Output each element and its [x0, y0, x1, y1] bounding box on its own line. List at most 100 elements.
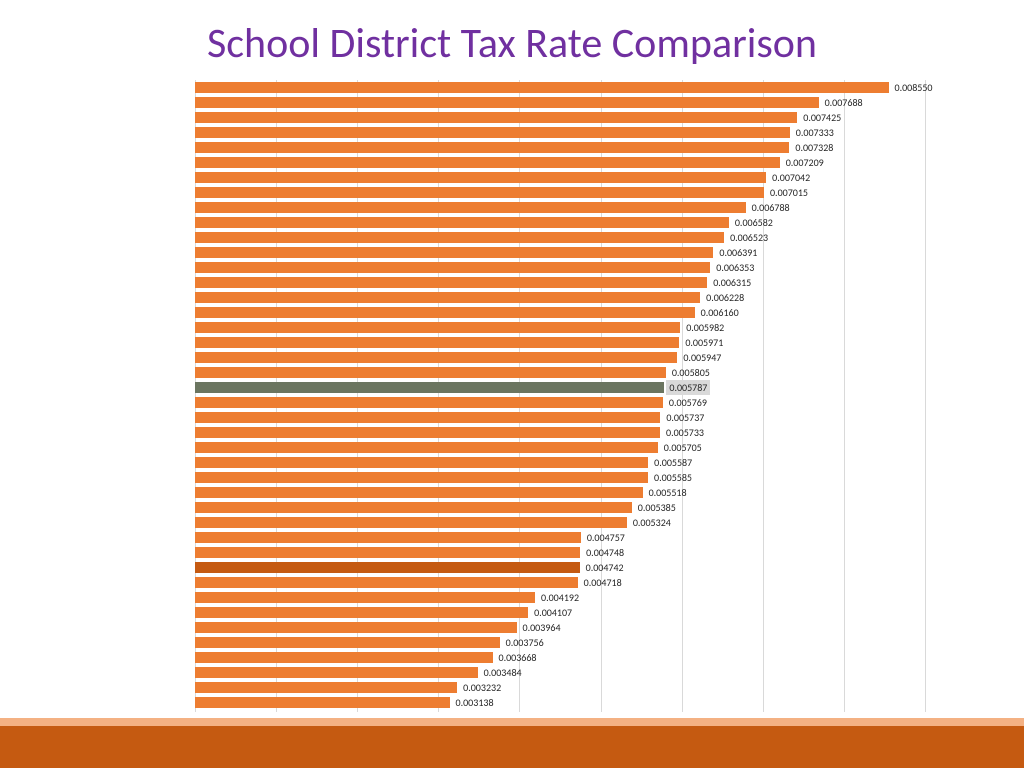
bar-row: Iron0.004718	[90, 575, 930, 590]
bar	[195, 412, 660, 423]
bar-row: State Median0.005787	[90, 380, 930, 395]
bar-row: Murray0.004742	[90, 560, 930, 575]
bar	[195, 622, 517, 633]
bar-row: Provo0.007333	[90, 125, 930, 140]
bar	[195, 427, 660, 438]
bar-row: Jordan0.005737	[90, 410, 930, 425]
value-label: 0.003668	[495, 650, 537, 665]
value-label: 0.006160	[697, 305, 739, 320]
value-label: 0.005705	[660, 440, 702, 455]
value-label: 0.003138	[452, 695, 494, 710]
bar	[195, 442, 658, 453]
bar-row: SouthSummit0.003756	[90, 635, 930, 650]
bar	[195, 82, 889, 93]
bar	[195, 637, 500, 648]
bar-row: Beaver0.005769	[90, 395, 930, 410]
bar-chart: Emery0.008550Duchesne0.007688Nebo0.00742…	[90, 80, 930, 712]
bar	[195, 352, 677, 363]
bar	[195, 217, 729, 228]
bar-row: Park City0.003484	[90, 665, 930, 680]
bar	[195, 607, 528, 618]
value-label: 0.006228	[702, 290, 744, 305]
bar-row: Sevier0.005385	[90, 500, 930, 515]
value-label: 0.005982	[682, 320, 724, 335]
bar	[195, 502, 632, 513]
bar	[195, 142, 789, 153]
value-label: 0.007042	[768, 170, 810, 185]
value-label: 0.006788	[748, 200, 790, 215]
value-label: 0.006391	[715, 245, 757, 260]
bar	[195, 517, 627, 528]
value-label: 0.003232	[459, 680, 501, 695]
bar-row: Salt Lake0.003964	[90, 620, 930, 635]
footer-accent	[0, 718, 1024, 768]
value-label: 0.007688	[821, 95, 863, 110]
bar-row: Morgan0.007209	[90, 155, 930, 170]
bar-row: Washington0.004748	[90, 545, 930, 560]
bar-row: Juab0.006582	[90, 215, 930, 230]
bar-row: Tintic0.006160	[90, 305, 930, 320]
value-label: 0.008550	[891, 80, 933, 95]
value-label: 0.003484	[480, 665, 522, 680]
bar-row: Piute0.004192	[90, 590, 930, 605]
bar	[195, 472, 648, 483]
bar	[195, 337, 679, 348]
bar-row: Logan0.005947	[90, 350, 930, 365]
bar-row: San Juan0.006788	[90, 200, 930, 215]
bar	[195, 382, 664, 393]
bar-row: Daggett0.004107	[90, 605, 930, 620]
bar	[195, 277, 707, 288]
value-label: 0.007425	[799, 110, 841, 125]
bar-row: Granite0.006353	[90, 260, 930, 275]
bar-row: Grand0.006315	[90, 275, 930, 290]
bar-row: Rich0.003138	[90, 695, 930, 710]
bar	[195, 577, 578, 588]
bar-row: Emery0.008550	[90, 80, 930, 95]
bar-row: Nebo0.007425	[90, 110, 930, 125]
bar	[195, 487, 643, 498]
value-label: 0.006582	[731, 215, 773, 230]
value-label: 0.005324	[629, 515, 671, 530]
value-label: 0.007209	[782, 155, 824, 170]
bar	[195, 592, 535, 603]
value-label: 0.005585	[650, 470, 692, 485]
bar	[195, 187, 764, 198]
bar-row: Carbon0.006523	[90, 230, 930, 245]
value-label: 0.005787	[666, 380, 710, 395]
bar-row: Tooele0.007042	[90, 170, 930, 185]
bar-row: Kane0.003668	[90, 650, 930, 665]
value-label: 0.004192	[537, 590, 579, 605]
bar-row: Alpine0.005518	[90, 485, 930, 500]
bar	[195, 667, 478, 678]
bar	[195, 112, 797, 123]
bar	[195, 682, 457, 693]
bar	[195, 262, 710, 273]
value-label: 0.004757	[583, 530, 625, 545]
page-title: School District Tax Rate Comparison	[0, 0, 1024, 73]
bar-row: Wasatch0.006391	[90, 245, 930, 260]
bar-row: Wayne0.004757	[90, 530, 930, 545]
bar	[195, 697, 450, 708]
value-label: 0.005518	[645, 485, 687, 500]
slide: School District Tax Rate Comparison Emer…	[0, 0, 1024, 768]
value-label: 0.007333	[792, 125, 834, 140]
bar-row: Garfield0.005971	[90, 335, 930, 350]
value-label: 0.006353	[712, 260, 754, 275]
bar-row: Weber0.005585	[90, 470, 930, 485]
bar	[195, 172, 766, 183]
value-label: 0.003756	[502, 635, 544, 650]
value-label: 0.005947	[679, 350, 721, 365]
footer-accent-top	[0, 718, 1024, 726]
bar	[195, 202, 746, 213]
value-label: 0.005769	[665, 395, 707, 410]
value-label: 0.004742	[582, 560, 624, 575]
bar	[195, 127, 790, 138]
bar-row: Davis0.006228	[90, 290, 930, 305]
bar-row: North Summit0.003232	[90, 680, 930, 695]
value-label: 0.004107	[530, 605, 572, 620]
value-label: 0.005385	[634, 500, 676, 515]
value-label: 0.004748	[582, 545, 624, 560]
value-label: 0.005971	[681, 335, 723, 350]
bar	[195, 247, 713, 258]
bar-row: Millard0.005982	[90, 320, 930, 335]
